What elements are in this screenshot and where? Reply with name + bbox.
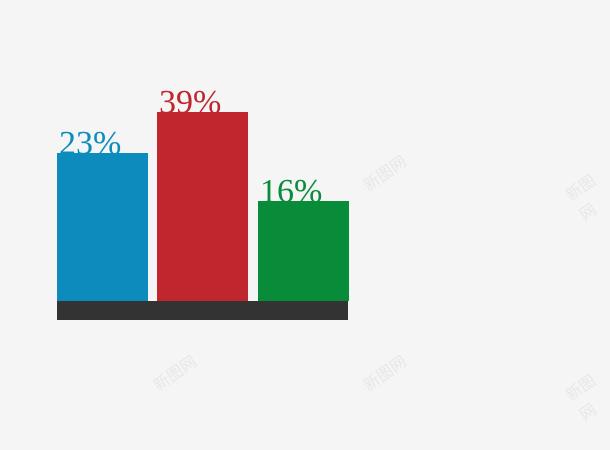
bar: [57, 153, 148, 301]
bar: [258, 201, 349, 301]
data-label: 16%: [260, 173, 322, 210]
data-label: 39%: [159, 84, 221, 121]
baseline-bar: [57, 301, 348, 320]
data-label: 23%: [59, 125, 121, 162]
bar: [157, 112, 248, 301]
